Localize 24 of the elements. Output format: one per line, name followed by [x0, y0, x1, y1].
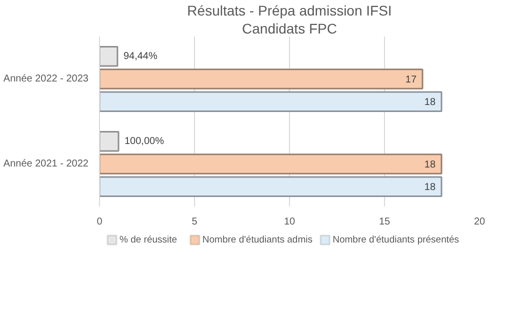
- x-tick-label: 10: [284, 216, 296, 228]
- bar: [100, 46, 118, 67]
- bar: [100, 154, 442, 174]
- legend-label: Nombre d'étudiants admis: [202, 234, 313, 246]
- y-tick-label: Année 2021 - 2022: [3, 158, 89, 170]
- chart-subtitle: Candidats FPC: [242, 20, 337, 36]
- bar: [100, 91, 442, 112]
- y-tick-label: Année 2022 - 2023: [3, 74, 89, 84]
- x-tick-label: 15: [378, 216, 390, 228]
- x-tick-label: 0: [96, 216, 103, 228]
- x-tick-label: 5: [192, 216, 198, 228]
- bar: [100, 68, 424, 90]
- x-tick-label: 20: [474, 216, 486, 228]
- bar: [100, 130, 120, 152]
- data-label: 94,44%: [123, 50, 158, 62]
- data-label: 18: [424, 97, 436, 108]
- bar: [100, 176, 442, 198]
- legend-label: Nombre d'étudiants présentés: [332, 234, 460, 246]
- legend-label: % de réussite: [120, 234, 178, 246]
- chart-title: Résultats - Prépa admission IFSI: [187, 2, 392, 18]
- data-label: 17: [405, 74, 417, 86]
- data-label: 100,00%: [124, 136, 164, 147]
- data-label: 18: [424, 160, 436, 170]
- data-label: 18: [424, 182, 436, 194]
